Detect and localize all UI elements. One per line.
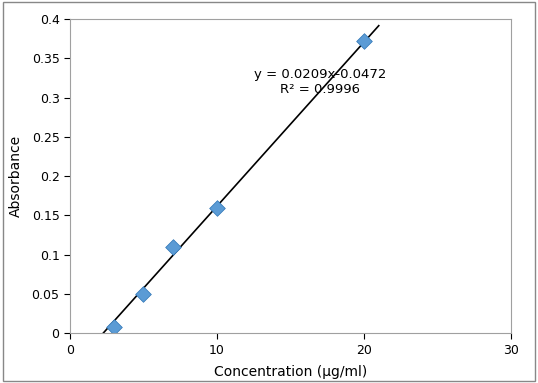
Point bbox=[213, 205, 221, 211]
Point bbox=[168, 244, 177, 250]
X-axis label: Concentration (µg/ml): Concentration (µg/ml) bbox=[214, 365, 367, 379]
Point bbox=[360, 38, 369, 44]
Text: y = 0.0209x-0.0472
R² = 0.9996: y = 0.0209x-0.0472 R² = 0.9996 bbox=[254, 68, 386, 96]
Point bbox=[139, 291, 148, 297]
Y-axis label: Absorbance: Absorbance bbox=[9, 135, 23, 217]
Point bbox=[110, 324, 118, 330]
